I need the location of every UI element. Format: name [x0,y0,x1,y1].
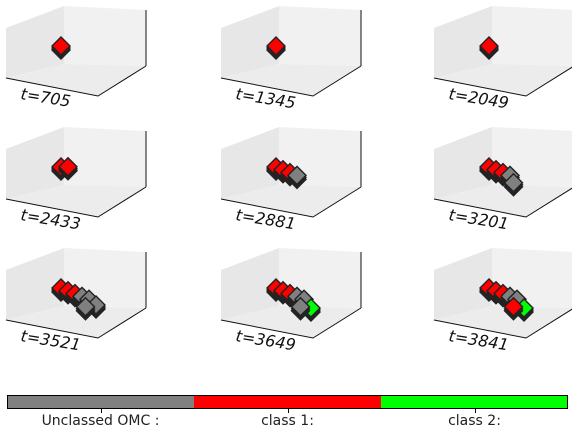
axis-line [5,186,147,218]
floor-pane [221,306,361,338]
panel-9: t=3841 [433,248,572,354]
floor-pane [221,185,361,217]
data-point [51,36,71,56]
floor-pane [6,306,146,338]
back-pane [221,248,279,320]
floor-pane [434,306,572,338]
panel-7: t=3521 [5,248,147,354]
back-pane [434,248,492,320]
axis-line [433,308,572,339]
floor-pane [434,64,572,96]
data-point [58,156,78,177]
back-pane [434,127,492,199]
colorbar [7,395,568,409]
data-point [266,36,286,56]
floor-pane [6,185,146,217]
back-pane [6,248,64,320]
panel-8: t=3649 [220,248,362,354]
side-pane [64,6,146,66]
colorbar-tick [194,409,381,414]
side-pane [279,6,361,66]
colorbar-labels: Unclassed OMC : class 1: class 2: [7,413,568,429]
panel-3: t=2049 [433,6,572,112]
data-point [75,296,96,317]
colorbar-tick [381,409,568,414]
panel-5: t=2881 [220,127,362,233]
colorbar-segment-class-2 [380,396,567,408]
colorbar-label-class-2: class 2: [448,413,501,429]
panel-1: t=705 [5,6,147,111]
data-point [287,165,307,186]
axis-line [220,307,362,339]
axis-line [220,186,362,218]
panel-2: t=1345 [220,6,362,112]
axis-line [220,65,362,97]
floor-pane [6,64,146,96]
figure-canvas: t=705 t=1345 t=2049 t=2433 t=2881 t=3201 t=352… [5,6,572,354]
axis-line [433,187,572,218]
axis-line [433,66,572,97]
data-point [503,296,524,317]
back-pane [6,6,64,78]
colorbar-label-class-1: class 1: [261,413,314,429]
back-pane [221,6,279,78]
axis-line [5,65,147,97]
colorbar-tick [7,409,194,414]
colorbar-label-unclassed: Unclassed OMC : [41,413,160,429]
back-pane [6,127,64,199]
back-pane [221,127,279,199]
panel-6: t=3201 [433,127,572,233]
data-point [479,36,499,56]
back-pane [434,6,492,78]
data-point [290,296,311,317]
panel-4: t=2433 [5,127,147,233]
axis-line [5,307,147,339]
floor-pane [221,64,361,96]
floor-pane [434,185,572,217]
colorbar-segment-class-1 [194,396,381,408]
data-point [503,172,524,193]
colorbar-ticks [7,409,568,414]
colorbar-segment-unclassed [8,396,195,408]
side-pane [64,127,146,187]
side-pane [492,6,572,66]
